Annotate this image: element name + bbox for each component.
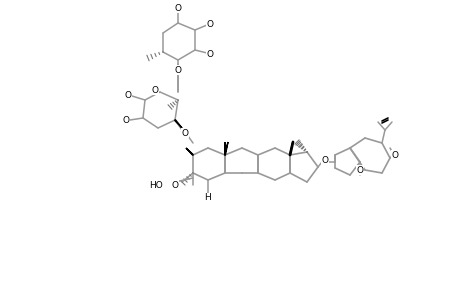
Text: O: O	[174, 4, 181, 13]
Text: O: O	[124, 91, 131, 100]
Text: O: O	[151, 85, 158, 94]
Polygon shape	[185, 148, 193, 155]
Polygon shape	[174, 120, 182, 128]
Text: O: O	[181, 128, 188, 137]
Polygon shape	[224, 142, 225, 155]
Text: O: O	[174, 65, 181, 74]
Polygon shape	[289, 141, 292, 155]
Text: O: O	[391, 151, 397, 160]
Text: H: H	[204, 194, 211, 202]
Text: O: O	[321, 155, 328, 164]
Text: O: O	[356, 166, 363, 175]
Text: O: O	[206, 20, 213, 28]
Text: O: O	[206, 50, 213, 58]
Text: O: O	[122, 116, 129, 124]
Text: HO: HO	[149, 181, 162, 190]
Text: O: O	[171, 181, 178, 190]
Polygon shape	[224, 142, 228, 155]
